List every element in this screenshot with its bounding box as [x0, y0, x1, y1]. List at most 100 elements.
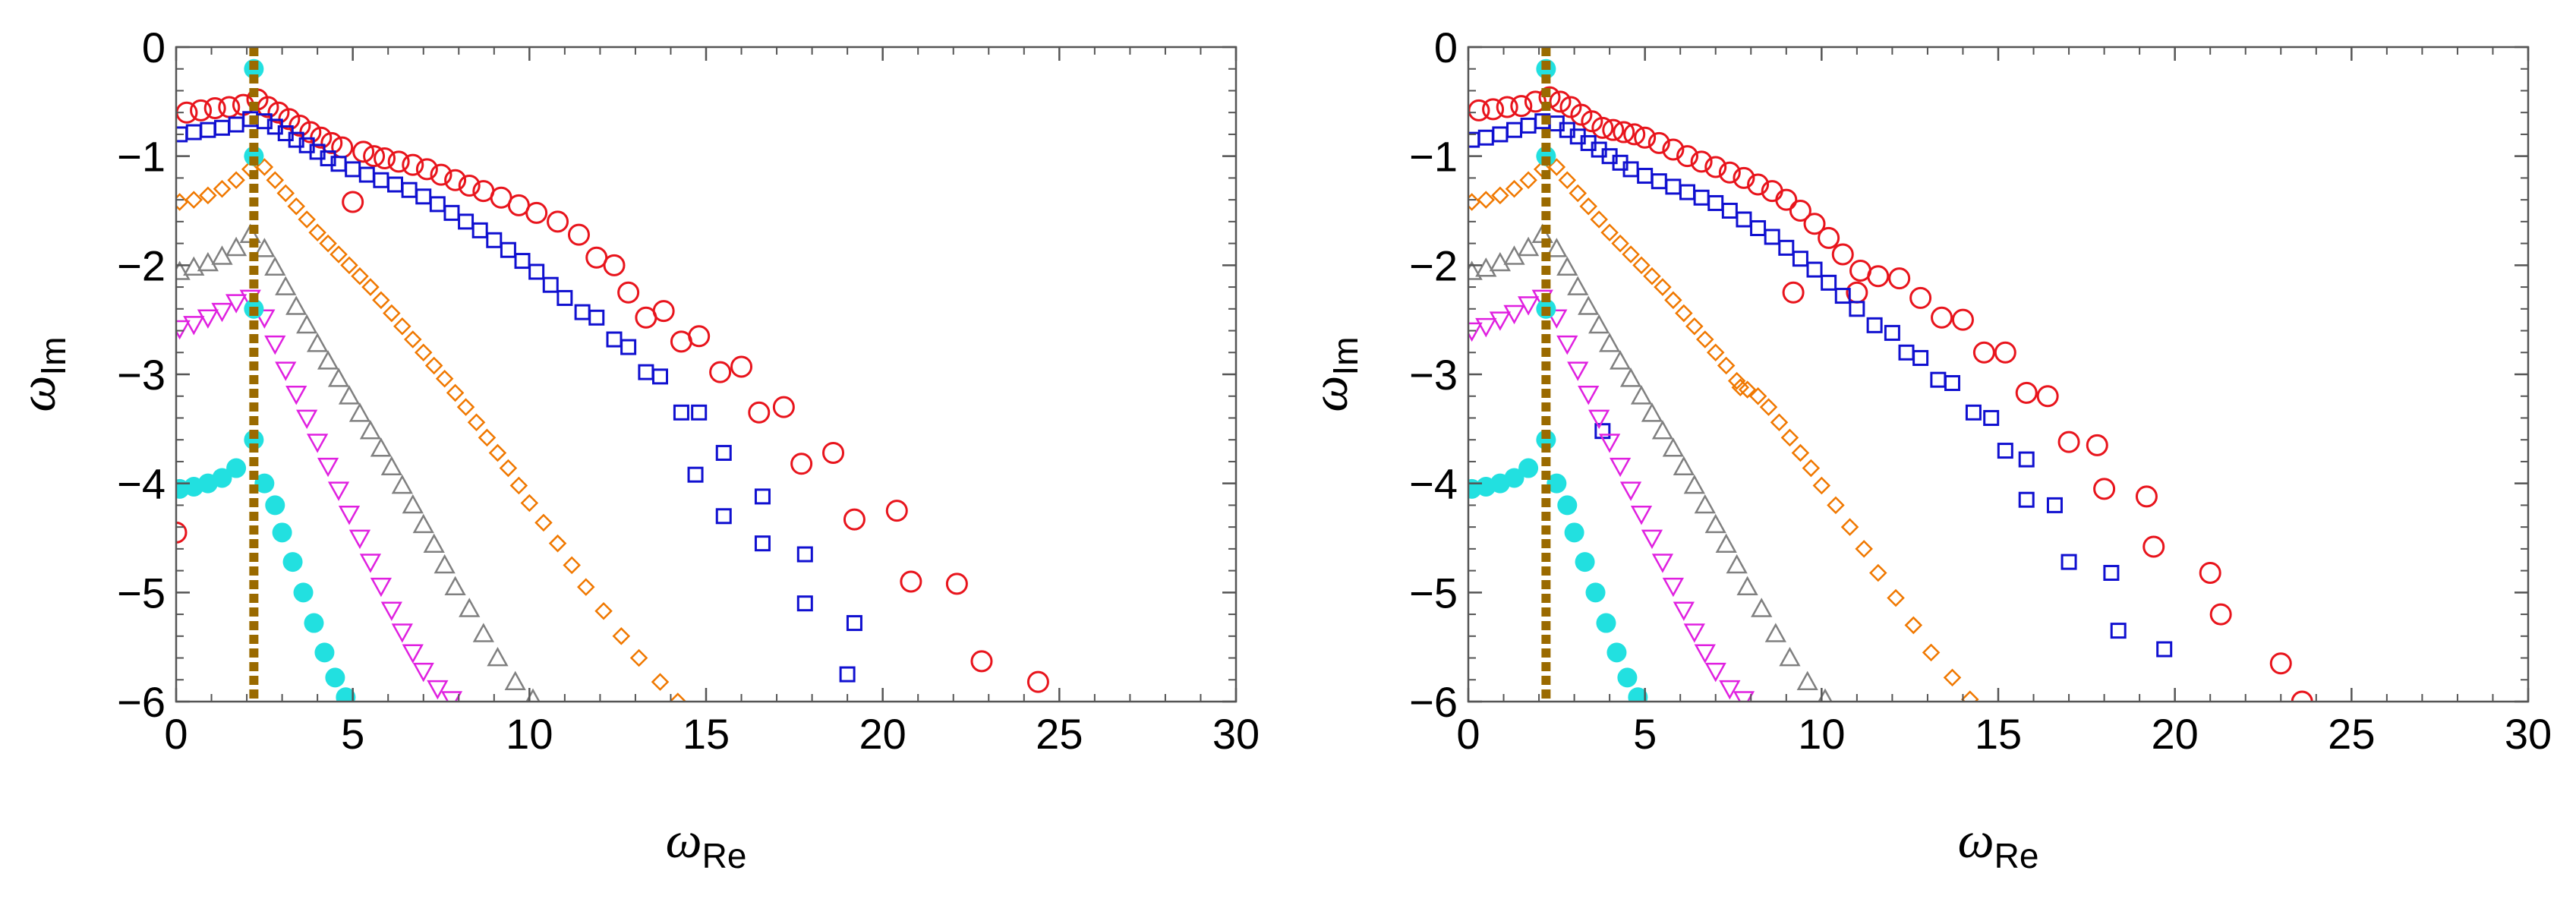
data-point	[2110, 623, 2127, 639]
data-point	[296, 409, 318, 430]
data-point	[351, 267, 369, 285]
data-point	[373, 172, 389, 188]
data-point	[1676, 145, 1699, 168]
data-point	[1600, 223, 1619, 242]
data-point	[1806, 261, 1823, 278]
data-point	[352, 140, 375, 163]
data-point	[1634, 126, 1657, 149]
data-point	[1630, 506, 1653, 525]
data-point	[652, 368, 669, 385]
y-tick-label: −1	[117, 133, 166, 181]
series-magenta-triangles	[1468, 289, 1755, 702]
data-point	[412, 513, 434, 534]
data-point	[440, 691, 463, 702]
data-point	[320, 150, 336, 167]
data-point	[504, 670, 526, 690]
data-point	[620, 339, 637, 355]
data-point	[372, 291, 390, 310]
data-point	[1492, 126, 1509, 143]
left-plot-panel: 0 5 10 15 20 25 30 0 −1 −2 −3 −4 −5 −6 ωRe ωIm	[8, 24, 1260, 875]
series-magenta-triangles	[176, 289, 463, 702]
y-tick-label: 0	[142, 24, 166, 71]
y-tick-label: −2	[117, 241, 166, 289]
data-point	[285, 295, 307, 315]
data-point	[796, 595, 813, 612]
data-point	[588, 309, 605, 326]
data-point	[1662, 437, 1685, 457]
data-point	[200, 121, 216, 138]
data-point	[185, 124, 202, 140]
data-point	[228, 116, 244, 133]
data-point	[1596, 613, 1616, 633]
data-point	[401, 181, 418, 198]
data-point	[1997, 443, 2013, 459]
data-point	[885, 500, 908, 522]
data-point	[1664, 291, 1682, 310]
plot-area	[176, 47, 1049, 702]
data-point	[275, 276, 297, 295]
data-point	[1578, 295, 1600, 315]
data-point	[1662, 577, 1685, 598]
data-point	[514, 253, 531, 270]
data-point	[2018, 451, 2035, 468]
data-point	[1715, 533, 1737, 553]
data-point	[1750, 219, 1767, 236]
data-point	[456, 398, 475, 416]
data-point	[1707, 194, 1724, 211]
data-point	[1866, 317, 1883, 333]
data-point	[391, 474, 413, 494]
data-point	[1602, 118, 1625, 141]
data-point	[1546, 309, 1568, 329]
data-point	[183, 256, 205, 276]
data-point	[1619, 481, 1642, 501]
data-point	[348, 529, 371, 550]
y-tick-label: −6	[1409, 678, 1458, 726]
data-point	[1834, 288, 1851, 304]
data-point	[1619, 367, 1642, 387]
data-point	[275, 361, 297, 381]
data-point	[1585, 582, 1606, 603]
data-point	[1733, 691, 1755, 702]
data-point	[715, 508, 732, 525]
series-blue-squares	[176, 111, 862, 683]
data-point	[183, 316, 205, 336]
data-point	[298, 210, 316, 229]
data-point	[1884, 324, 1900, 341]
data-point	[790, 453, 813, 475]
data-point	[1719, 680, 1741, 700]
data-point	[1775, 188, 1798, 211]
x-tick-label: 10	[1798, 710, 1845, 758]
data-point	[264, 335, 286, 355]
data-point	[296, 314, 318, 334]
data-point	[1547, 158, 1566, 176]
data-point	[225, 236, 248, 257]
data-point	[1630, 385, 1653, 405]
x-tick-label: 30	[2505, 710, 2552, 758]
data-point	[1888, 267, 1911, 290]
series-orange-diamonds	[1468, 158, 1979, 702]
data-point	[1665, 178, 1682, 195]
data-point	[1827, 496, 1845, 515]
data-point	[444, 169, 467, 191]
data-point	[1622, 245, 1640, 263]
data-point	[380, 601, 402, 621]
data-point	[1961, 690, 1979, 702]
data-point	[380, 456, 402, 475]
data-point	[1778, 239, 1795, 256]
series-gray-triangles	[1468, 223, 1833, 702]
y-tick-label: −2	[1409, 241, 1458, 289]
data-point	[320, 131, 343, 154]
x-axis-label: ωRe	[1958, 811, 2039, 875]
data-point	[1782, 281, 1805, 304]
x-tick-label: 25	[1036, 710, 1083, 758]
data-point	[542, 276, 559, 293]
data-point	[1706, 343, 1725, 362]
data-point	[843, 508, 865, 531]
data-point	[1569, 184, 1588, 203]
data-point	[1727, 371, 1746, 390]
y-tick-label: −6	[117, 678, 166, 726]
data-point	[1748, 386, 1767, 405]
data-point	[2142, 535, 2165, 558]
data-point	[1599, 434, 1621, 453]
data-point	[1803, 213, 1826, 235]
